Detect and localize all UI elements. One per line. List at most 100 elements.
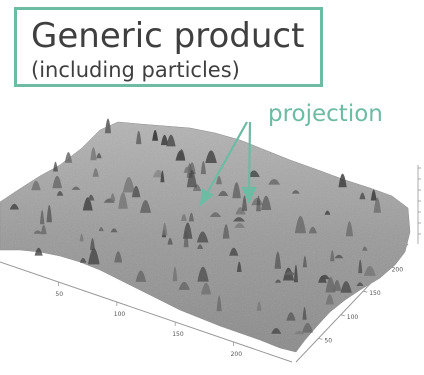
surface-peak <box>90 147 97 161</box>
surface-peak <box>218 190 229 196</box>
surface-peak <box>302 255 307 268</box>
surface-peak <box>79 257 87 263</box>
surface-peak <box>64 152 73 163</box>
surface-peak <box>222 224 230 239</box>
x-axis-line <box>0 261 293 363</box>
x-axis-tick-label: 50 <box>55 291 63 298</box>
surface-peak <box>104 118 112 134</box>
surface-peak <box>197 244 204 249</box>
title-box: Generic product (including particles) <box>14 7 323 87</box>
surface-peak <box>152 130 159 141</box>
surface-peak <box>286 312 296 321</box>
projection-label: projection <box>268 101 383 127</box>
surface-peak <box>363 266 376 276</box>
surface-peak <box>359 192 366 200</box>
surface-peak <box>88 248 100 265</box>
surface-peak <box>291 190 300 194</box>
x-axis-tick-label: 200 <box>231 351 243 358</box>
surface-peak <box>271 328 282 334</box>
surface-peak <box>197 266 209 282</box>
title-sub-text: (including particles) <box>31 58 240 82</box>
surface-peak <box>9 203 19 210</box>
x-axis-tick-label: 150 <box>172 331 184 338</box>
surface-peak <box>160 134 169 146</box>
surface-peak <box>56 191 64 196</box>
surface-peak <box>268 179 281 185</box>
surface-peak <box>356 282 364 286</box>
y-axis-ticks: 50 100 150 200 <box>318 267 404 344</box>
surface-peak <box>188 212 194 222</box>
surface-peak <box>274 251 282 269</box>
y-axis-tick-label: 200 <box>392 267 404 274</box>
surface-peak <box>373 197 381 213</box>
surface-peak <box>175 150 186 161</box>
surface-peak <box>162 222 168 236</box>
surface-peak <box>233 217 245 222</box>
surface-peak <box>90 237 95 251</box>
surface-peak <box>294 215 306 234</box>
surface-peak <box>98 227 104 232</box>
surface-peak <box>229 247 239 256</box>
surface-peak <box>178 281 190 290</box>
surface-peak <box>345 221 354 237</box>
surface-peak <box>71 186 81 190</box>
surface-peak <box>39 209 45 225</box>
surface-peak <box>118 192 128 209</box>
surface-peak <box>34 247 43 256</box>
surface-peak <box>201 282 212 295</box>
surface-peak <box>31 180 41 191</box>
surface-peak <box>234 223 245 228</box>
surface-peak <box>325 294 334 305</box>
surface-peak <box>334 254 344 259</box>
surface-peak <box>293 264 298 283</box>
surface-peak <box>114 251 123 263</box>
surface-peak <box>87 194 95 201</box>
surface-peak <box>209 212 222 217</box>
surface-peak <box>325 277 336 293</box>
y-axis-tick <box>385 267 390 269</box>
surface-peak <box>53 161 58 172</box>
surface-peak <box>82 197 93 211</box>
surface-peak <box>319 274 330 280</box>
surface-peak <box>370 189 377 201</box>
surface-peak <box>52 175 62 189</box>
y-axis-tick-label: 50 <box>324 337 332 344</box>
surface-peak <box>256 195 261 212</box>
y-axis-tick <box>363 290 368 293</box>
surface-peak <box>232 182 241 199</box>
surface-peak <box>160 170 165 183</box>
surface-peak <box>294 330 305 335</box>
surface-peak <box>261 195 272 210</box>
x-axis-ticks: 50 100 150 200 <box>55 282 242 358</box>
surface-peak <box>205 150 217 163</box>
y-axis-tick-label: 150 <box>369 290 381 297</box>
surface-peak <box>324 210 331 215</box>
surface-peak <box>140 200 151 213</box>
z-axis-ticks <box>418 167 421 235</box>
x-axis-tick-label: 100 <box>114 311 126 318</box>
surface-peak <box>40 224 47 235</box>
surface-peaks <box>9 118 381 335</box>
surface-peak <box>216 176 222 185</box>
surface-peak <box>96 153 102 159</box>
surface-peak <box>308 226 317 234</box>
surface-peak <box>196 231 209 243</box>
y-axis-tick <box>318 338 323 340</box>
projection-arrows <box>199 121 257 207</box>
surface-peak <box>110 193 116 202</box>
surface-peak <box>200 161 206 175</box>
y-axis-tick <box>340 314 345 317</box>
surface-peak <box>236 261 242 272</box>
surface-peak <box>122 176 135 193</box>
y-axis-tick-label: 100 <box>347 314 359 321</box>
surface-peak <box>248 170 260 177</box>
surface-peak <box>186 169 197 188</box>
surface-peak <box>167 237 173 245</box>
title-main-text: Generic product <box>31 16 305 56</box>
surface-peak <box>275 279 282 283</box>
surface-peak <box>135 270 147 282</box>
surface-peak <box>166 134 176 147</box>
surface-peak <box>110 228 118 233</box>
surface-peak <box>338 173 347 188</box>
